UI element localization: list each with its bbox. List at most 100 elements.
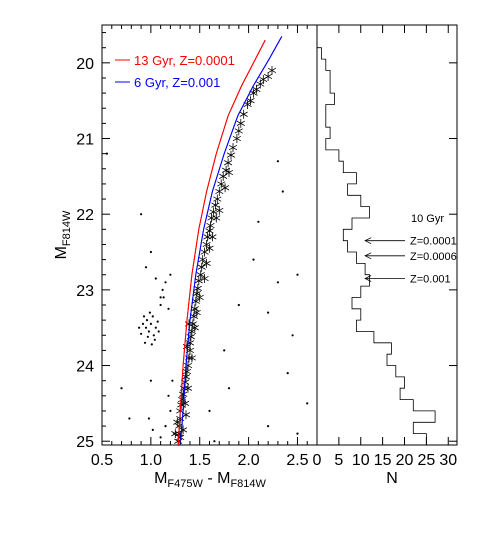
star-marker — [197, 262, 206, 272]
star-marker-glyph — [208, 232, 217, 242]
star-marker — [215, 187, 224, 196]
star-marker-glyph — [259, 75, 268, 84]
cmd-plot-area — [105, 36, 309, 446]
x-tick-label: 2.0 — [237, 452, 259, 469]
field-star-dot — [164, 281, 167, 284]
field-star-dot — [252, 258, 255, 261]
isochrone-line-top-1 — [179, 36, 283, 446]
hist-x-tick-label: 15 — [374, 452, 392, 469]
star-marker-glyph — [207, 213, 216, 223]
star-marker — [200, 274, 209, 283]
x-label-m1: M — [154, 470, 167, 487]
star-marker-glyph — [192, 308, 201, 318]
star-marker — [215, 205, 224, 215]
star-marker-glyph — [232, 134, 241, 143]
star-marker-glyph — [215, 187, 224, 196]
star-marker-glyph — [264, 72, 273, 81]
star-marker — [195, 292, 204, 302]
field-star-dot — [213, 440, 216, 443]
field-star-dot — [147, 417, 150, 420]
field-star-dot — [151, 428, 154, 431]
star-marker — [224, 158, 233, 168]
star-marker — [239, 109, 248, 119]
cmd-y-label: MF814W — [53, 210, 73, 259]
field-star-dot — [159, 436, 162, 439]
hist-x-label: N — [386, 470, 398, 487]
field-star-dot — [120, 387, 123, 390]
star-marker-glyph — [213, 194, 222, 204]
field-star-dot — [223, 349, 226, 352]
field-star-dot — [147, 330, 150, 333]
x-tick-label: 0.5 — [91, 452, 113, 469]
star-marker-glyph — [228, 143, 238, 153]
star-marker — [200, 247, 209, 257]
x-tick-label: 2.5 — [286, 452, 308, 469]
star-marker — [187, 353, 196, 363]
field-star-dot — [164, 425, 167, 428]
field-star-dot — [286, 372, 289, 375]
field-star-dot — [227, 387, 231, 390]
x-label-sub1: F475W — [167, 478, 203, 490]
star-marker — [228, 143, 238, 153]
field-star-dot — [105, 152, 108, 155]
field-star-dot — [159, 303, 162, 307]
hist-x-tick-label: 10 — [352, 452, 370, 469]
y-label-m: M — [53, 246, 70, 259]
star-marker — [224, 168, 234, 178]
star-marker-glyph — [194, 276, 203, 286]
field-star-dot — [140, 213, 143, 216]
isochrone-line-top-0 — [177, 39, 266, 446]
field-star-dot — [276, 160, 279, 163]
field-star-dot — [237, 303, 240, 307]
star-marker-glyph — [182, 367, 192, 377]
y-tick-label: 24 — [76, 359, 94, 376]
star-marker — [193, 283, 202, 293]
star-marker — [196, 270, 205, 280]
star-marker — [208, 232, 217, 242]
star-marker — [181, 398, 190, 408]
field-star-dot — [151, 315, 154, 318]
star-marker-glyph — [206, 221, 215, 230]
hist-x-tick-label: 0 — [313, 452, 322, 469]
star-marker-glyph — [181, 398, 190, 408]
star-marker — [182, 367, 192, 377]
star-marker — [209, 207, 218, 217]
star-marker-glyph — [203, 232, 212, 242]
star-marker-glyph — [191, 296, 200, 306]
star-marker-glyph — [267, 65, 277, 75]
star-marker-glyph — [224, 168, 234, 178]
field-star-dot — [149, 322, 152, 325]
star-marker — [221, 183, 230, 193]
field-star-dot — [169, 409, 172, 412]
star-marker — [183, 383, 193, 393]
star-marker — [264, 72, 273, 81]
star-marker-glyph — [205, 243, 214, 253]
annotation-label: Z=0.001 — [410, 274, 451, 286]
field-star-dot — [150, 343, 153, 346]
y-tick-label: 23 — [76, 283, 94, 300]
star-marker — [232, 134, 241, 143]
star-marker — [198, 255, 207, 265]
hist-frame — [316, 24, 458, 446]
y-label-sub: F814W — [61, 210, 73, 246]
y-tick-label: 21 — [76, 132, 94, 149]
field-star-dot — [159, 296, 162, 299]
field-star-dot — [208, 409, 211, 412]
star-marker-glyph — [215, 205, 224, 215]
field-star-dot — [291, 334, 294, 337]
field-star-dot — [154, 277, 157, 280]
star-marker-glyph — [252, 84, 261, 94]
star-marker — [267, 65, 277, 75]
field-star-dot — [142, 315, 146, 318]
field-star-dot — [171, 379, 174, 382]
star-marker — [259, 75, 268, 84]
field-star-dot — [143, 341, 147, 344]
star-marker — [181, 372, 191, 382]
cmd-x-label: MF475W - MF814W — [154, 470, 266, 490]
hist-x-axis: 0 5 10 15 20 25 30 — [313, 25, 457, 469]
field-star-dot — [145, 319, 149, 322]
field-star-dot — [169, 273, 172, 276]
field-star-dot — [138, 326, 141, 329]
field-star-dot — [296, 273, 299, 276]
